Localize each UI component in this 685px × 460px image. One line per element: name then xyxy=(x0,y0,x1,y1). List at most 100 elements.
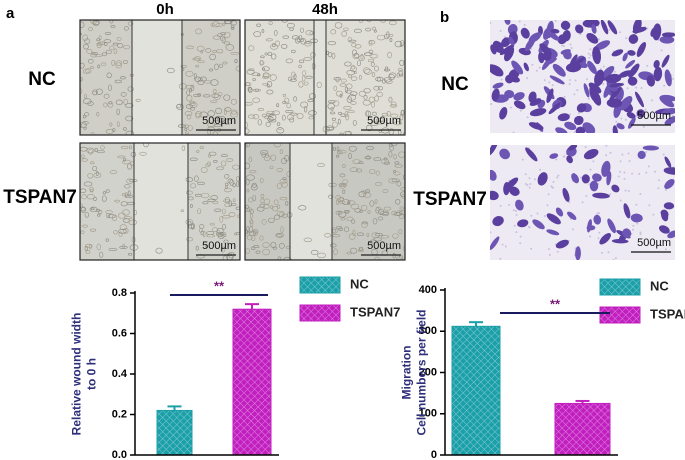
cell xyxy=(212,200,219,205)
pore xyxy=(573,131,576,133)
cell xyxy=(155,247,163,254)
cell xyxy=(127,21,134,26)
cell xyxy=(377,86,384,91)
pore xyxy=(490,231,492,234)
cell xyxy=(120,76,126,80)
cell xyxy=(217,234,225,239)
cell xyxy=(246,188,250,193)
cell xyxy=(216,48,224,54)
cell xyxy=(116,108,120,115)
cell xyxy=(658,225,670,234)
cell xyxy=(122,243,126,249)
cell xyxy=(376,34,386,41)
cell xyxy=(393,121,403,126)
cell xyxy=(385,66,389,72)
cell xyxy=(618,70,633,78)
cell xyxy=(336,150,343,155)
cell xyxy=(90,53,97,58)
cell xyxy=(399,44,403,47)
cell xyxy=(605,73,622,84)
cell xyxy=(335,90,343,97)
cell xyxy=(124,192,129,197)
y-tick-label: 0.0 xyxy=(112,449,127,460)
cell xyxy=(336,146,340,152)
cell xyxy=(659,96,675,108)
cell xyxy=(90,207,95,211)
y-tick-label: 0.4 xyxy=(112,368,128,380)
cell xyxy=(393,169,397,174)
cell xyxy=(371,72,376,78)
cell xyxy=(339,173,346,178)
cell xyxy=(357,248,364,253)
cell xyxy=(184,131,189,135)
cell xyxy=(350,65,356,70)
cell xyxy=(611,49,624,57)
pore xyxy=(652,213,655,216)
cell xyxy=(123,228,129,234)
cell xyxy=(253,31,262,37)
cell xyxy=(112,128,116,132)
cell xyxy=(602,65,615,78)
cell xyxy=(224,174,230,179)
pore xyxy=(588,183,591,186)
legend-label: TSPAN7 xyxy=(650,306,685,321)
cell xyxy=(281,114,286,121)
cell xyxy=(88,148,93,155)
scale-label: 500µm xyxy=(202,240,236,252)
cell xyxy=(83,126,87,130)
cell xyxy=(632,20,642,34)
cell xyxy=(609,86,622,101)
cell xyxy=(87,101,94,106)
cell xyxy=(367,58,375,63)
cell xyxy=(347,110,355,114)
cell xyxy=(593,214,602,225)
pore xyxy=(585,78,588,81)
cell xyxy=(616,123,625,130)
legend-swatch xyxy=(299,304,341,322)
pore xyxy=(585,194,588,197)
cell xyxy=(353,71,357,74)
image-border xyxy=(79,142,241,261)
cell xyxy=(245,121,249,128)
pore xyxy=(651,99,654,102)
pore xyxy=(548,81,551,84)
pore xyxy=(556,176,559,179)
cell xyxy=(84,212,90,218)
cell xyxy=(196,45,205,52)
cell xyxy=(245,204,249,209)
pore xyxy=(518,20,521,23)
cell xyxy=(223,108,227,115)
pore xyxy=(639,233,642,236)
cell xyxy=(217,33,223,38)
cell xyxy=(81,194,87,200)
cell xyxy=(213,93,221,100)
cell xyxy=(300,27,305,33)
cell xyxy=(667,230,675,239)
pore xyxy=(657,179,660,182)
cell xyxy=(263,154,271,162)
cell xyxy=(611,184,620,193)
cell xyxy=(352,120,357,126)
cell xyxy=(363,68,373,75)
cell xyxy=(84,38,91,44)
cell xyxy=(205,163,211,168)
cell xyxy=(399,59,405,67)
cell xyxy=(555,207,564,217)
cell xyxy=(626,112,636,119)
cell xyxy=(520,27,530,39)
cell xyxy=(234,59,238,64)
cell xyxy=(90,161,95,165)
pore xyxy=(613,70,616,73)
cell xyxy=(366,124,373,132)
wound-gap xyxy=(134,143,188,260)
pore xyxy=(598,231,601,234)
cell xyxy=(202,230,206,238)
cell xyxy=(376,118,385,123)
cell xyxy=(339,132,343,135)
pore xyxy=(538,66,541,69)
cell xyxy=(298,81,304,88)
cell xyxy=(659,35,675,44)
cell xyxy=(235,206,240,211)
cell xyxy=(511,60,524,75)
cell xyxy=(373,29,377,33)
